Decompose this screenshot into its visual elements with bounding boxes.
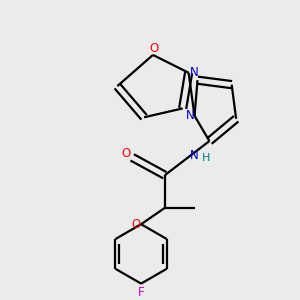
Text: O: O <box>131 218 140 231</box>
Text: N: N <box>186 109 194 122</box>
Text: N: N <box>190 149 199 162</box>
Text: H: H <box>202 153 210 163</box>
Text: O: O <box>121 147 130 160</box>
Text: N: N <box>190 66 199 79</box>
Text: O: O <box>150 43 159 56</box>
Text: F: F <box>138 286 144 299</box>
